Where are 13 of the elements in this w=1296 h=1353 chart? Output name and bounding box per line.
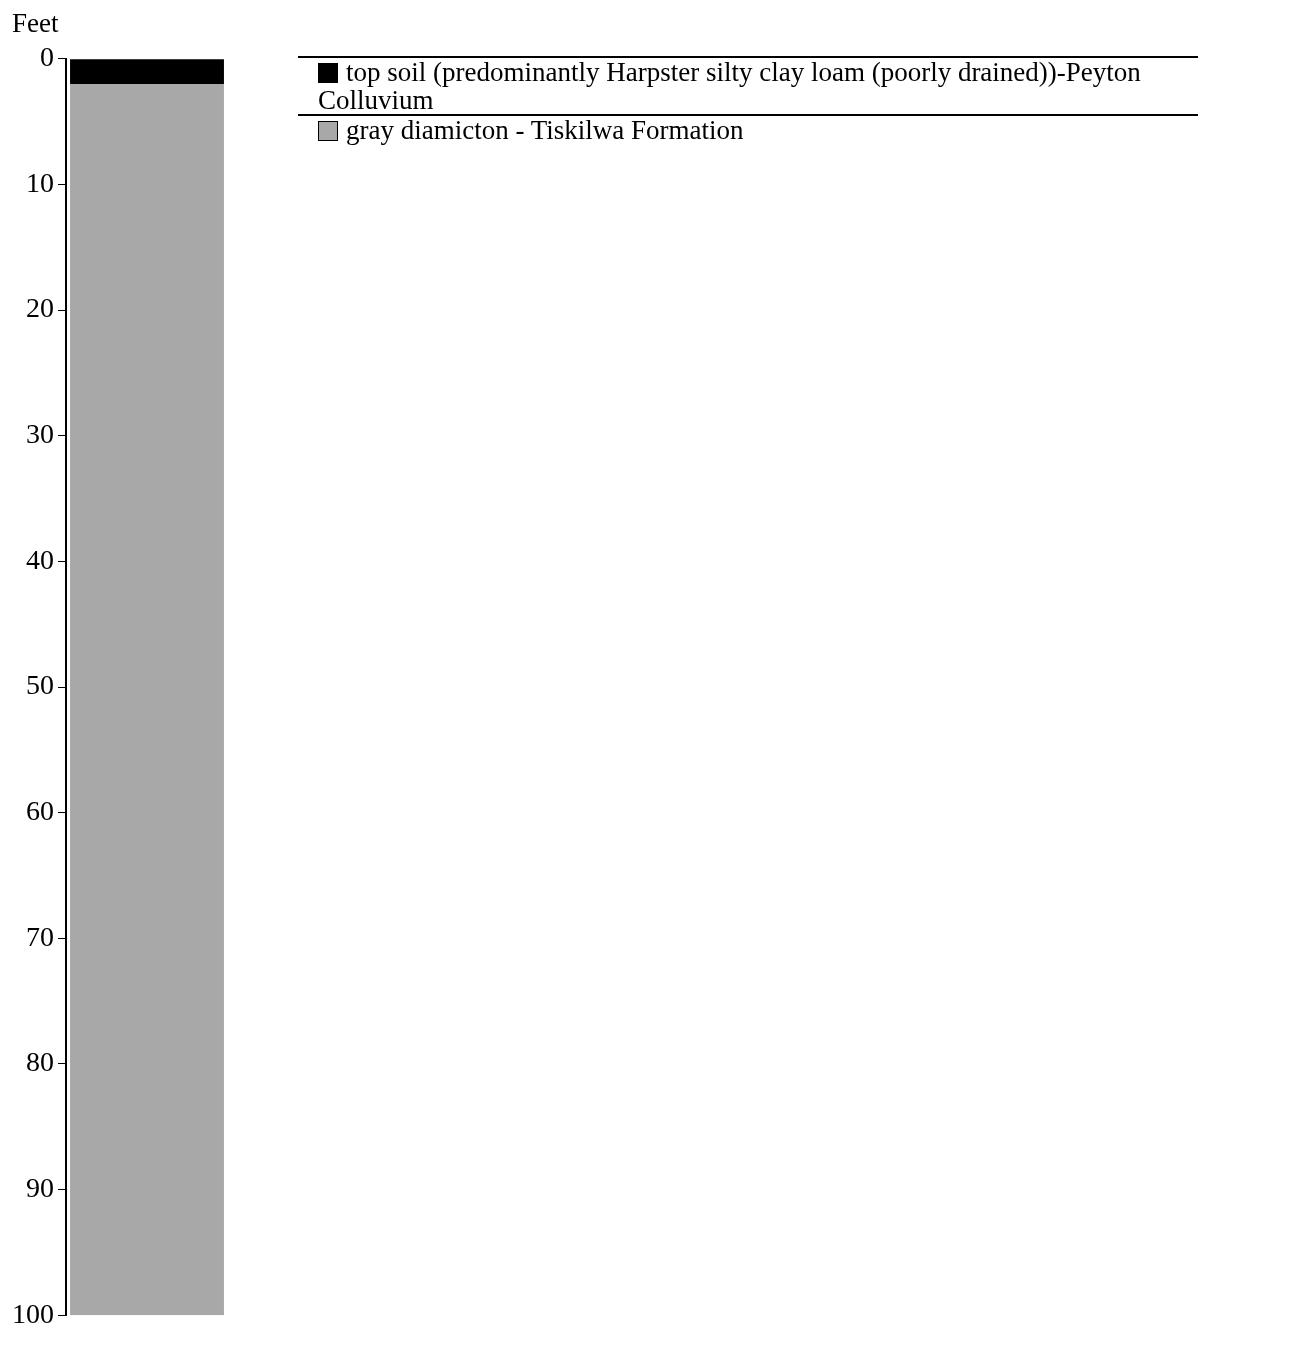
y-tick-label: 40 — [26, 543, 54, 575]
y-tick-label: 80 — [26, 1046, 54, 1078]
y-tick-label: 50 — [26, 669, 54, 701]
y-tick-label: 70 — [26, 920, 54, 952]
y-tick-label: 100 — [12, 1297, 54, 1329]
y-tick-label: 0 — [40, 41, 54, 73]
y-axis-title: Feet — [12, 8, 59, 39]
y-tick-label: 60 — [26, 795, 54, 826]
y-tick-label: 10 — [26, 166, 54, 198]
y-tick-label: 30 — [26, 418, 54, 450]
legend-label: gray diamicton - Tiskilwa Formation — [346, 115, 744, 145]
y-tick-label: 90 — [26, 1171, 54, 1203]
y-tick-label: 20 — [26, 292, 54, 324]
